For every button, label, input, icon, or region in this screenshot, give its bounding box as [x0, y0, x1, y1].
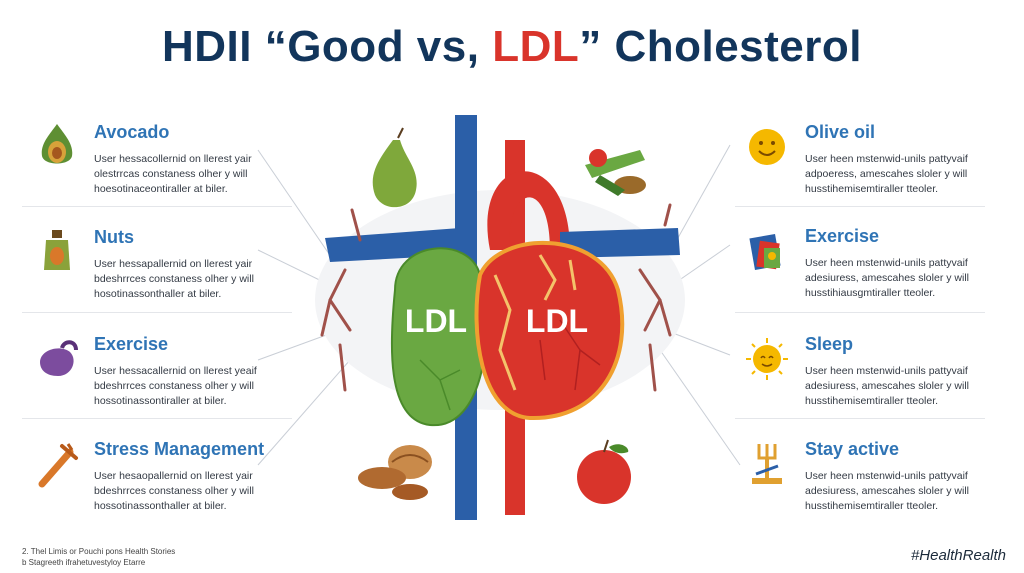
plaque-streaks	[493, 254, 577, 391]
right-item-sleep: Sleep User heen mstenwid-unils pattyvaif…	[805, 334, 1010, 409]
avocado-icon	[41, 124, 73, 164]
item-heading: Exercise	[805, 226, 880, 246]
left-item-avocado: Avocado User hessacollernid on llerest y…	[94, 122, 324, 197]
book-icon	[749, 233, 781, 271]
item-text-line: bdeshrrces constaness olher y will	[94, 273, 254, 285]
item-heading: Olive oil	[805, 122, 876, 142]
good-chamber	[390, 247, 488, 427]
bad-chamber	[474, 240, 625, 421]
divider	[22, 312, 292, 313]
left-item-exercise: Exercise User hessacallernid on llerest …	[94, 334, 324, 409]
footer-line: b Stagreeth ifrahetuvestyloy Etarre	[22, 558, 146, 567]
item-text-line: husstihiausgmtiraller tteoler.	[805, 287, 936, 299]
item-heading: Nuts	[94, 227, 134, 247]
item-text-line: hosotinassonthaller at biler.	[94, 288, 222, 300]
item-text-line: hossotinassonthaller at biler.	[94, 500, 227, 512]
right-item-olive-oil: Olive oil User heen mstenwid-unils patty…	[805, 122, 1010, 197]
item-text: User heen mstenwid-unils pattyvaif adpoe…	[805, 152, 1010, 197]
item-text: User hessapallernid on llerest yair bdes…	[94, 257, 324, 302]
item-text-line: hossotinassontiraller at biler.	[94, 395, 227, 407]
item-text-line: husstihemisemtiraller tteoler.	[805, 500, 939, 512]
item-text: User heen mstenwid-unils pattyvaif adesi…	[805, 469, 1010, 514]
divider	[22, 206, 292, 207]
apple-icon	[577, 439, 631, 504]
item-text-line: bdeshrrces constaness olher y will	[94, 380, 254, 392]
item-text: User hesaopallernid on llerest yair bdes…	[94, 469, 324, 514]
footer-line: 2. Thel Limis or Pouchi pons Health Stor…	[22, 547, 176, 556]
red-veins	[539, 319, 601, 391]
item-text-line: adesiuress, amescahes sloler y will	[805, 272, 969, 284]
item-text-line: husstihemisemtiraller tteoler.	[805, 183, 939, 195]
title-part-1: HDII “Good vs,	[161, 22, 493, 71]
item-text: User heen mstenwid-unils pattyvaif adesi…	[805, 256, 1010, 301]
item-text-line: adpoeress, amescahes sloler y will	[805, 168, 968, 180]
item-text-line: adesiuress, amescahes sloler y will	[805, 485, 969, 497]
item-text-line: User heen mstenwid-unils pattyvaif	[805, 257, 968, 269]
aortic-arch	[487, 171, 570, 250]
pear-icon	[372, 127, 417, 208]
divider	[735, 418, 985, 419]
item-heading: Avocado	[94, 122, 170, 142]
dumbbell-icon	[38, 443, 78, 488]
item-text-line: hoesotinaceontiraller at biler.	[94, 183, 228, 195]
item-heading: Stay active	[805, 439, 900, 459]
item-text: User hessacallernid on llerest yeaif bde…	[94, 364, 324, 409]
heart-label-right: LDL	[526, 303, 588, 339]
item-text: User hessacollernid on llerest yair oles…	[94, 152, 324, 197]
blue-branch-right	[560, 228, 680, 258]
smiley-icon	[749, 129, 785, 165]
hashtag: #HealthRealth	[910, 547, 1006, 564]
item-text-line: adesiuress, amescahes sloler y will	[805, 380, 969, 392]
page-title: HDII “Good vs, LDL” Cholesterol	[0, 22, 1024, 72]
heart-label-left: LDL	[405, 303, 467, 339]
vessel-twigs	[320, 203, 672, 392]
left-item-nuts: Nuts User hessapallernid on llerest yair…	[94, 227, 324, 302]
footer-sources: 2. Thel Limis or Pouchi pons Health Stor…	[22, 546, 175, 568]
fork-icon	[752, 444, 782, 484]
bottle-icon	[44, 230, 70, 270]
item-text-line: husstihemisemtiraller tteoler.	[805, 395, 939, 407]
right-item-exercise: Exercise User heen mstenwid-unils pattyv…	[805, 226, 1010, 301]
divider	[735, 206, 985, 207]
item-text-line: User hessacallernid on llerest yeaif	[94, 365, 257, 377]
right-item-stay-active: Stay active User heen mstenwid-unils pat…	[805, 439, 1010, 514]
item-text: User heen mstenwid-unils pattyvaif adesi…	[805, 364, 1010, 409]
title-part-2: LDL	[492, 22, 580, 71]
item-heading: Stress Management	[94, 439, 265, 459]
title-part-3: ” Cholesterol	[579, 22, 862, 71]
item-text-line: User heen mstenwid-unils pattyvaif	[805, 153, 968, 165]
item-heading: Exercise	[94, 334, 169, 354]
left-item-stress-management: Stress Management User hesaopallernid on…	[94, 439, 324, 514]
item-text-line: bdeshrrces constaness olher y will	[94, 485, 254, 497]
divider	[22, 418, 292, 419]
green-veins	[419, 359, 461, 411]
item-text-line: User heen mstenwid-unils pattyvaif	[805, 365, 968, 377]
walnuts-icon	[358, 445, 432, 500]
item-text-line: olestrrcas constaness olher y will	[94, 168, 248, 180]
vegetables-icon	[585, 149, 646, 196]
item-text-line: User hessapallernid on llerest yair	[94, 258, 253, 270]
divider	[735, 312, 985, 313]
sun-icon	[746, 338, 788, 380]
item-text-line: User hessacollernid on llerest yair	[94, 153, 252, 165]
item-text-line: User hesaopallernid on llerest yair	[94, 470, 253, 482]
kettlebell-icon	[40, 340, 78, 376]
item-text-line: User heen mstenwid-unils pattyvaif	[805, 470, 968, 482]
item-heading: Sleep	[805, 334, 854, 354]
